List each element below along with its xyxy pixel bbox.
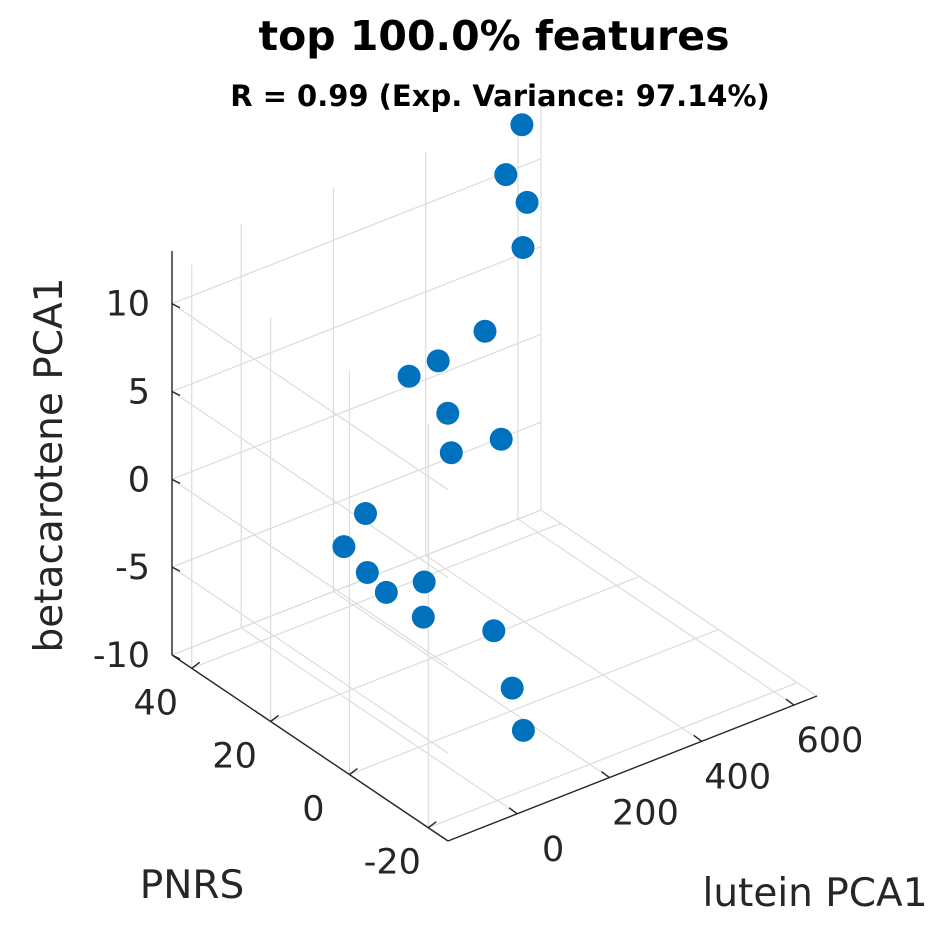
- grid-line: [171, 509, 542, 656]
- y-axis-line: [171, 654, 449, 842]
- z-tick-label: 0: [128, 460, 150, 500]
- data-point: [436, 401, 460, 425]
- y-tick-mark: [349, 768, 358, 776]
- z-tick-label: 10: [105, 285, 150, 325]
- x-tick-label: 600: [797, 721, 864, 761]
- z-tick-mark: [171, 566, 181, 572]
- data-point: [397, 364, 421, 388]
- grid-line: [333, 591, 610, 779]
- data-point: [500, 676, 524, 700]
- grid-line: [540, 509, 818, 697]
- z-tick-mark: [171, 303, 181, 309]
- y-tick-label: 20: [212, 736, 257, 776]
- data-point: [494, 163, 518, 187]
- grid-line: [171, 478, 449, 666]
- data-point: [510, 113, 534, 137]
- data-point: [354, 502, 377, 525]
- data-point: [374, 580, 398, 604]
- grid-layer: [171, 106, 818, 842]
- z-tick-mark: [171, 390, 181, 397]
- data-point: [439, 441, 463, 465]
- data-point: [515, 190, 539, 214]
- axis-layer: [171, 251, 818, 842]
- z-axis-label: betacarotene PCA1: [27, 278, 72, 653]
- z-tick-label: -5: [115, 548, 150, 588]
- y-tick-mark: [191, 661, 201, 669]
- data-point: [511, 718, 535, 742]
- data-point: [426, 349, 450, 373]
- x-axis-line: [447, 695, 818, 842]
- x-tick-mark: [508, 807, 518, 815]
- data-points: [332, 113, 539, 742]
- x-tick-label: 0: [542, 830, 564, 870]
- x-axis-label: lutein PCA1: [702, 871, 927, 916]
- data-point: [332, 535, 356, 559]
- grid-line: [270, 575, 640, 722]
- y-axis-label: PNRS: [140, 863, 245, 908]
- grid-line: [171, 245, 542, 393]
- grid-line: [171, 303, 449, 491]
- chart-subtitle: R = 0.99 (Exp. Variance: 97.14%): [230, 79, 770, 113]
- grid-line: [171, 421, 542, 568]
- y-tick-mark: [270, 714, 279, 722]
- data-point: [482, 619, 506, 643]
- z-tick-label: -10: [93, 636, 150, 676]
- data-point: [355, 561, 379, 584]
- tick-labels: 0 200 400 600 -20 0 20 40 -10 -5 0 5 10: [93, 285, 864, 883]
- data-point: [511, 236, 535, 259]
- x-tick-mark: [785, 698, 795, 706]
- grid-line: [240, 627, 518, 815]
- x-tick-label: 200: [612, 794, 679, 834]
- grid-line: [428, 682, 798, 829]
- y-tick-label: 0: [302, 790, 324, 830]
- grid-line: [171, 333, 542, 480]
- x-tick-mark: [693, 734, 703, 742]
- chart-title: top 100.0% features: [259, 12, 730, 60]
- z-tick-label: 5: [128, 373, 150, 413]
- x-tick-mark: [601, 771, 610, 779]
- y-tick-mark: [427, 821, 437, 829]
- data-point: [412, 570, 436, 594]
- grid-line: [171, 158, 542, 305]
- y-tick-label: 40: [133, 683, 178, 723]
- grid-line: [425, 554, 703, 742]
- data-point: [473, 319, 497, 343]
- x-tick-label: 400: [704, 757, 771, 797]
- y-tick-label: -20: [364, 843, 421, 883]
- z-tick-mark: [171, 478, 181, 484]
- z-tick-mark: [171, 654, 181, 660]
- grid-line: [349, 629, 719, 776]
- data-point: [411, 605, 435, 629]
- grid-line: [517, 518, 795, 706]
- grid-line: [171, 391, 449, 579]
- grid-line: [171, 566, 449, 754]
- data-point: [489, 427, 513, 451]
